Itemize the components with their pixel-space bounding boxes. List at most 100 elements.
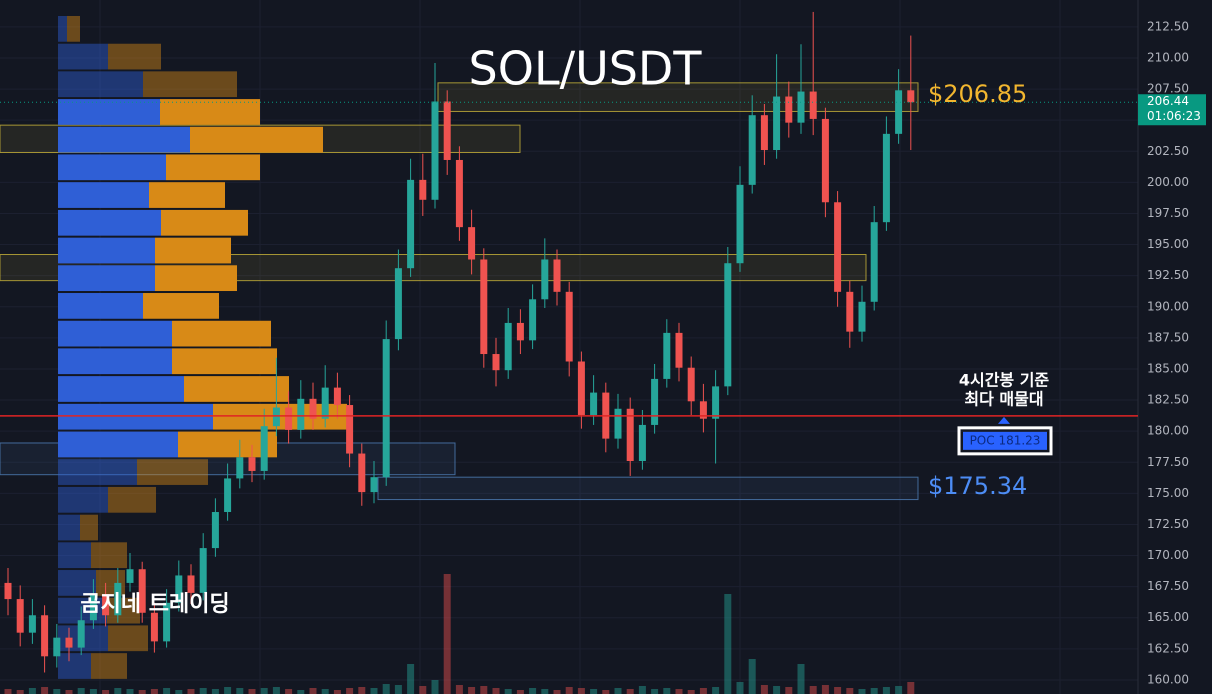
candle-body bbox=[614, 408, 622, 439]
candle-body bbox=[651, 378, 659, 425]
y-tick-label: 170.00 bbox=[1147, 548, 1189, 562]
profile-buy bbox=[58, 237, 155, 264]
profile-buy bbox=[58, 486, 108, 513]
candle-body bbox=[175, 575, 183, 603]
profile-buy bbox=[58, 71, 143, 98]
volume-bar bbox=[736, 682, 744, 694]
profile-sell bbox=[149, 182, 225, 208]
y-tick-label: 195.00 bbox=[1147, 237, 1189, 251]
volume-bar bbox=[65, 690, 73, 694]
y-tick-label: 197.50 bbox=[1147, 206, 1189, 220]
volume-bar bbox=[797, 664, 805, 694]
volume-bar bbox=[870, 688, 878, 694]
candle-body bbox=[211, 512, 219, 549]
volume-bar bbox=[150, 689, 158, 694]
y-tick-label: 165.00 bbox=[1147, 610, 1189, 624]
volume-bar bbox=[773, 686, 781, 694]
y-tick-label: 177.50 bbox=[1147, 455, 1189, 469]
y-tick-label: 190.00 bbox=[1147, 299, 1189, 313]
candle-body bbox=[895, 90, 903, 134]
y-tick-label: 185.00 bbox=[1147, 361, 1189, 375]
volume-bar bbox=[809, 686, 817, 694]
candle-body bbox=[455, 159, 463, 228]
volume-bar bbox=[834, 687, 842, 694]
volume-bar bbox=[553, 690, 561, 694]
profile-sell bbox=[91, 653, 127, 679]
candle-body bbox=[577, 361, 585, 415]
volume-bar bbox=[529, 688, 537, 694]
candle-body bbox=[870, 222, 878, 302]
profile-buy bbox=[58, 154, 166, 181]
y-tick-label: 172.50 bbox=[1147, 517, 1189, 531]
candle-body bbox=[882, 133, 890, 223]
profile-buy bbox=[58, 320, 172, 347]
profile-sell bbox=[184, 376, 289, 402]
volume-bar bbox=[821, 685, 829, 694]
volume-bar bbox=[102, 690, 110, 694]
profile-sell bbox=[160, 99, 260, 125]
candle-body bbox=[150, 612, 158, 642]
volume-bar bbox=[419, 686, 427, 694]
candle-body bbox=[529, 299, 537, 341]
poc-note: 최다 매물대 bbox=[964, 389, 1043, 408]
volume-bar bbox=[675, 689, 683, 694]
y-tick-label: 160.00 bbox=[1147, 672, 1189, 686]
profile-buy bbox=[58, 542, 91, 569]
volume-bar bbox=[785, 687, 793, 694]
candle-body bbox=[590, 392, 598, 415]
candle-body bbox=[553, 259, 561, 292]
candle-body bbox=[687, 367, 695, 402]
profile-buy bbox=[58, 653, 91, 679]
volume-bar bbox=[614, 688, 622, 694]
candle-body bbox=[724, 263, 732, 387]
volume-bar bbox=[590, 689, 598, 694]
y-tick-label: 200.00 bbox=[1147, 175, 1189, 189]
y-tick-label: 202.50 bbox=[1147, 144, 1189, 158]
candle-body bbox=[114, 582, 122, 616]
volume-bar bbox=[163, 688, 171, 694]
candle-body bbox=[224, 478, 232, 513]
candle-body bbox=[712, 386, 720, 419]
volume-bar bbox=[626, 689, 634, 694]
candle-body bbox=[199, 548, 207, 593]
candle-body bbox=[309, 398, 317, 419]
volume-bar bbox=[895, 686, 903, 694]
y-tick-label: 182.50 bbox=[1147, 393, 1189, 407]
candle-body bbox=[53, 637, 61, 657]
candle-body bbox=[858, 301, 866, 332]
poc-pointer bbox=[998, 416, 1010, 424]
candle-body bbox=[77, 620, 85, 648]
profile-buy bbox=[58, 348, 172, 375]
zone bbox=[437, 82, 919, 112]
candle-body bbox=[297, 398, 305, 430]
profile-buy bbox=[58, 15, 67, 42]
volume-bar bbox=[4, 689, 12, 694]
volume-bar bbox=[236, 688, 244, 694]
candle-body bbox=[675, 332, 683, 368]
volume-bar bbox=[882, 687, 890, 694]
y-tick-label: 187.50 bbox=[1147, 330, 1189, 344]
y-tick-label: 162.50 bbox=[1147, 641, 1189, 655]
poc-box-border bbox=[957, 426, 1053, 456]
price-label: $206.85 bbox=[928, 80, 1027, 108]
candle-body bbox=[358, 453, 366, 493]
volume-bar bbox=[492, 688, 500, 694]
volume-bar bbox=[760, 685, 768, 694]
volume-bar bbox=[443, 574, 451, 694]
candle-body bbox=[663, 332, 671, 379]
volume-bar bbox=[224, 687, 232, 694]
candle-body bbox=[846, 291, 854, 332]
candle-body bbox=[736, 184, 744, 264]
volume-bar bbox=[297, 690, 305, 694]
profile-buy bbox=[58, 376, 184, 402]
candle-body bbox=[480, 259, 488, 355]
profile-sell bbox=[143, 293, 219, 319]
volume-bar bbox=[199, 688, 207, 694]
volume-bar bbox=[358, 687, 366, 694]
volume-bar bbox=[370, 688, 378, 694]
candle-body bbox=[272, 407, 280, 427]
candle-body bbox=[138, 569, 146, 613]
profile-sell bbox=[80, 514, 98, 541]
volume-bar bbox=[480, 686, 488, 694]
y-tick-label: 210.00 bbox=[1147, 50, 1189, 64]
